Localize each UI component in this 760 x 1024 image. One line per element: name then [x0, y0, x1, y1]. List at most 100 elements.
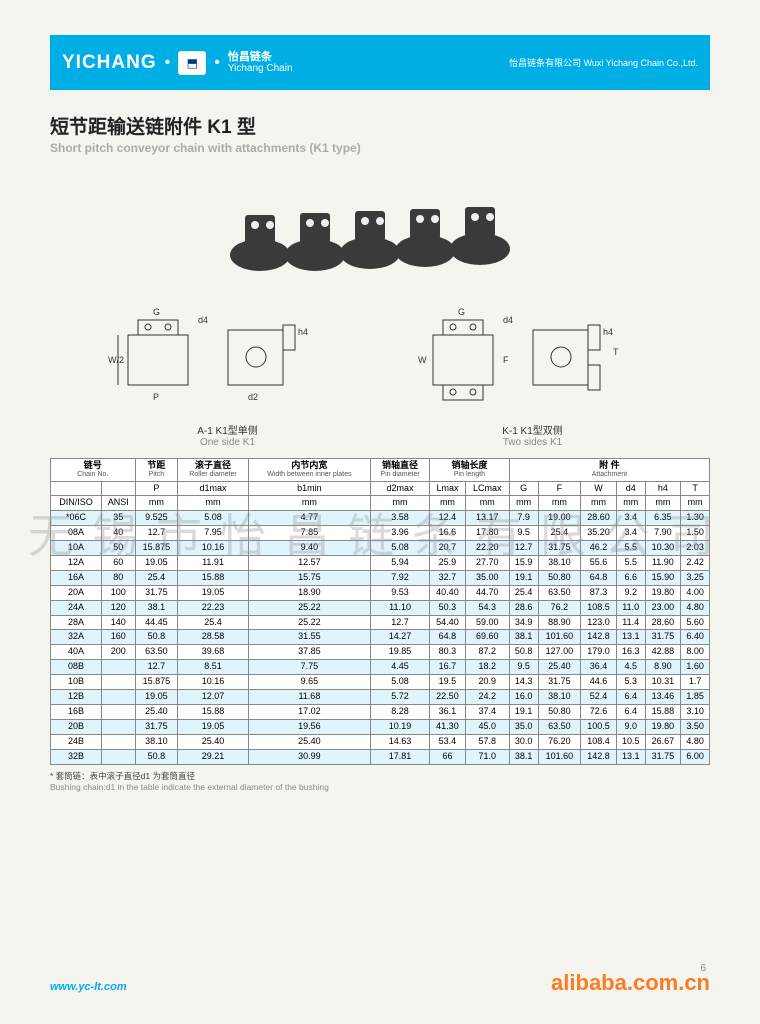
title-en: Short pitch conveyor chain with attachme…: [50, 141, 710, 155]
table-cell: 4.5: [616, 660, 645, 675]
table-cell: 87.2: [465, 645, 509, 660]
table-cell: 3.4: [616, 526, 645, 541]
table-cell: 22.20: [465, 541, 509, 556]
table-cell: 63.50: [538, 585, 581, 600]
title-block: 短节距输送链附件 K1 型 Short pitch conveyor chain…: [50, 112, 710, 155]
diagram-k1-label-en: Two sides K1: [503, 437, 562, 448]
col-subheader: F: [538, 481, 581, 496]
col-unit: mm: [616, 496, 645, 511]
col-subheader: Lmax: [430, 481, 466, 496]
table-cell: 12.7: [509, 541, 538, 556]
table-cell: 64.8: [581, 570, 617, 585]
table-cell: 60: [102, 556, 136, 571]
table-cell: 38.1: [509, 630, 538, 645]
table-cell: 25.40: [135, 704, 178, 719]
table-cell: 3.58: [371, 511, 430, 526]
table-cell: 5.5: [616, 556, 645, 571]
table-cell: 15.90: [645, 570, 681, 585]
footer: www.yc-lt.com alibaba.com.cn 6: [50, 970, 710, 996]
diagram-k1-label-cn: K-1 K1型双侧: [502, 426, 563, 437]
svg-text:T: T: [613, 347, 619, 357]
table-cell: 7.75: [248, 660, 370, 675]
col-subheader: [51, 481, 102, 496]
table-cell: 7.90: [645, 526, 681, 541]
table-cell: 17.81: [371, 749, 430, 764]
table-cell: 25.4: [509, 585, 538, 600]
table-cell: 20.7: [430, 541, 466, 556]
table-cell: 3.25: [681, 570, 710, 585]
table-cell: 22.50: [430, 690, 466, 705]
col-unit: mm: [581, 496, 617, 511]
table-cell: 35: [102, 511, 136, 526]
table-cell: 11.68: [248, 690, 370, 705]
table-cell: 40A: [51, 645, 102, 660]
svg-text:d2: d2: [248, 392, 258, 402]
table-cell: 40: [102, 526, 136, 541]
table-cell: 44.45: [135, 615, 178, 630]
table-cell: 13.1: [616, 630, 645, 645]
table-cell: 50.8: [135, 630, 178, 645]
table-cell: 1.7: [681, 675, 710, 690]
diagram-a1: W/2 P G d2 h4 d4 A-1 K1型单侧 One side K1: [98, 305, 358, 448]
page-number: 6: [700, 963, 706, 974]
table-cell: 4.00: [681, 585, 710, 600]
table-cell: 23.00: [645, 600, 681, 615]
table-row: 28A14044.4525.425.2212.754.4059.0034.988…: [51, 615, 710, 630]
table-cell: 9.2: [616, 585, 645, 600]
table-cell: 7.85: [248, 526, 370, 541]
table-cell: 31.75: [135, 585, 178, 600]
table-cell: 140: [102, 615, 136, 630]
table-cell: 34.9: [509, 615, 538, 630]
table-cell: 179.0: [581, 645, 617, 660]
table-cell: 35.0: [509, 719, 538, 734]
table-cell: 19.5: [430, 675, 466, 690]
table-cell: 30.99: [248, 749, 370, 764]
table-cell: [102, 749, 136, 764]
table-cell: 7.92: [371, 570, 430, 585]
brand-subtitle: 怡昌链条 Yichang Chain: [228, 51, 293, 74]
col-unit: mm: [538, 496, 581, 511]
table-cell: 69.60: [465, 630, 509, 645]
table-cell: 24.2: [465, 690, 509, 705]
company-name: 怡昌链条有限公司 Wuxi Yichang Chain Co.,Ltd.: [509, 56, 698, 69]
col-subheader: W: [581, 481, 617, 496]
table-cell: 19.80: [645, 719, 681, 734]
table-cell: 32B: [51, 749, 102, 764]
table-cell: 27.70: [465, 556, 509, 571]
table-cell: 8.00: [681, 645, 710, 660]
table-cell: 59.00: [465, 615, 509, 630]
table-cell: 37.4: [465, 704, 509, 719]
col-subheader: d4: [616, 481, 645, 496]
table-cell: 25.40: [248, 734, 370, 749]
table-cell: 4.80: [681, 734, 710, 749]
table-cell: 5.08: [178, 511, 249, 526]
table-cell: 5.60: [681, 615, 710, 630]
table-cell: 10.31: [645, 675, 681, 690]
col-group-header: 滚子直径Roller diameter: [178, 459, 249, 482]
table-cell: [102, 675, 136, 690]
table-body: *06C359.5255.084.773.5812.413.177.919.00…: [51, 511, 710, 764]
table-row: 10A5015.87510.169.405.0820.722.2012.731.…: [51, 541, 710, 556]
table-cell: 2.42: [681, 556, 710, 571]
table-cell: 19.80: [645, 585, 681, 600]
table-cell: 50: [102, 541, 136, 556]
table-cell: 38.1: [509, 749, 538, 764]
table-cell: 54.3: [465, 600, 509, 615]
table-cell: 63.50: [135, 645, 178, 660]
table-cell: 142.8: [581, 749, 617, 764]
table-cell: 25.22: [248, 615, 370, 630]
table-cell: 45.0: [465, 719, 509, 734]
table-cell: 31.75: [538, 675, 581, 690]
table-cell: 2.03: [681, 541, 710, 556]
table-cell: 8.28: [371, 704, 430, 719]
footnote: * 套筒链：表中滚子直径d1 为套筒直径 Bushing chain:d1 in…: [50, 770, 710, 792]
col-unit: mm: [681, 496, 710, 511]
table-cell: 108.5: [581, 600, 617, 615]
table-cell: 19.05: [178, 585, 249, 600]
table-cell: 5.08: [371, 541, 430, 556]
table-cell: 6.35: [645, 511, 681, 526]
table-cell: 9.0: [616, 719, 645, 734]
col-group-header: 链号Chain No.: [51, 459, 136, 482]
table-cell: 25.22: [248, 600, 370, 615]
table-cell: 54.40: [430, 615, 466, 630]
